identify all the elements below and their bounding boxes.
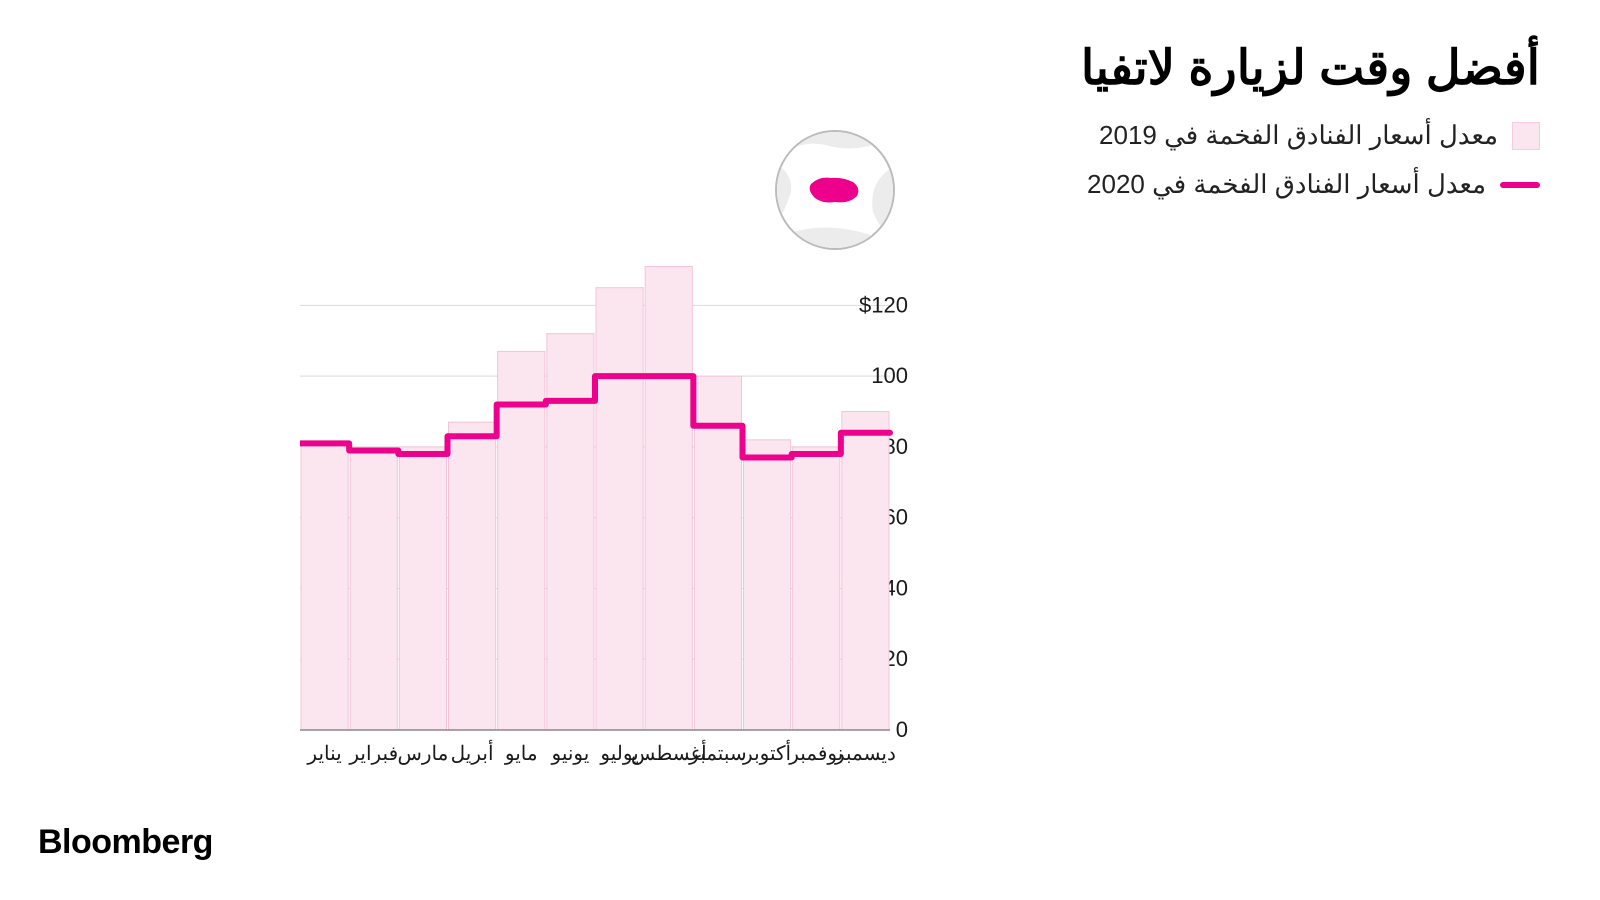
bar-2019 [399,447,446,730]
bar-2019 [645,266,692,730]
bar-2019 [793,447,840,730]
latvia-map-icon [775,132,893,250]
page: أفضل وقت لزيارة لاتفيا معدل أسعار الفناد… [0,0,1600,900]
chart-svg: 020406080100$120ينايرفبرايرمارسأبريلمايو… [300,260,980,800]
legend: معدل أسعار الفنادق الفخمة في 2019 معدل أ… [1087,120,1540,218]
month-label: أكتوبر [742,739,791,765]
bar-2019 [498,351,545,730]
latvia-shape-icon [810,178,859,203]
month-label: يناير [306,743,341,765]
legend-item-2019: معدل أسعار الفنادق الفخمة في 2019 [1087,120,1540,151]
y-tick-label: 0 [896,717,908,742]
month-label: مايو [504,743,538,765]
bar-2019 [449,422,496,730]
map-badge [775,130,895,250]
chart-title: أفضل وقت لزيارة لاتفيا [1081,40,1540,96]
month-label: مارس [397,743,448,765]
y-tick-label: 100 [871,363,908,388]
legend-label-2019: معدل أسعار الفنادق الفخمة في 2019 [1099,120,1498,151]
month-label: فبراير [348,743,398,765]
legend-line-swatch [1500,182,1540,188]
bar-2019 [744,440,791,730]
bar-2019 [547,334,594,730]
bar-2019 [596,288,643,730]
legend-label-2020: معدل أسعار الفنادق الفخمة في 2020 [1087,169,1486,200]
bar-2019 [301,443,348,730]
chart: 020406080100$120ينايرفبرايرمارسأبريلمايو… [300,260,980,800]
month-label: سبتمبر [688,743,746,765]
month-label: أبريل [451,739,494,765]
line-2020 [300,376,890,457]
legend-swatch-bar [1512,122,1540,150]
bar-2019 [842,412,889,730]
legend-item-2020: معدل أسعار الفنادق الفخمة في 2020 [1087,169,1540,200]
bloomberg-logo: Bloomberg [38,823,213,862]
bar-2019 [694,376,741,730]
y-tick-label: $120 [859,292,908,317]
month-label: يونيو [550,743,589,765]
month-label: ديسمبر [834,743,896,765]
bar-2019 [350,450,397,730]
